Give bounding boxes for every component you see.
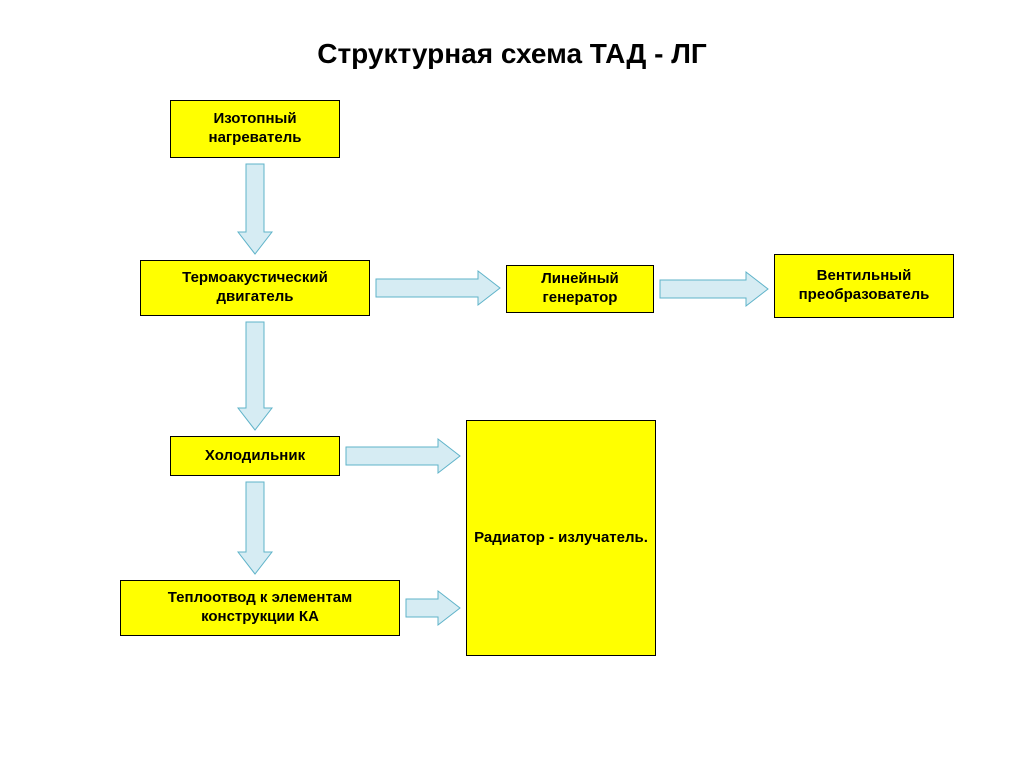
diagram-title: Структурная схема ТАД - ЛГ bbox=[0, 38, 1024, 70]
arrow-heater-to-engine bbox=[238, 164, 272, 254]
node-heatsink: Теплоотвод к элементам конструкции КА bbox=[120, 580, 400, 636]
arrow-generator-to-converter bbox=[660, 272, 768, 306]
node-heater: Изотопный нагреватель bbox=[170, 100, 340, 158]
arrow-engine-to-generator bbox=[376, 271, 500, 305]
arrow-cooler-to-heatsink bbox=[238, 482, 272, 574]
node-cooler: Холодильник bbox=[170, 436, 340, 476]
arrow-engine-to-cooler bbox=[238, 322, 272, 430]
arrow-cooler-to-radiator bbox=[346, 439, 460, 473]
node-generator: Линейный генератор bbox=[506, 265, 654, 313]
node-converter: Вентильный преобразователь bbox=[774, 254, 954, 318]
node-radiator: Радиатор - излучатель. bbox=[466, 420, 656, 656]
node-engine: Термоакустический двигатель bbox=[140, 260, 370, 316]
arrow-heatsink-to-radiator bbox=[406, 591, 460, 625]
